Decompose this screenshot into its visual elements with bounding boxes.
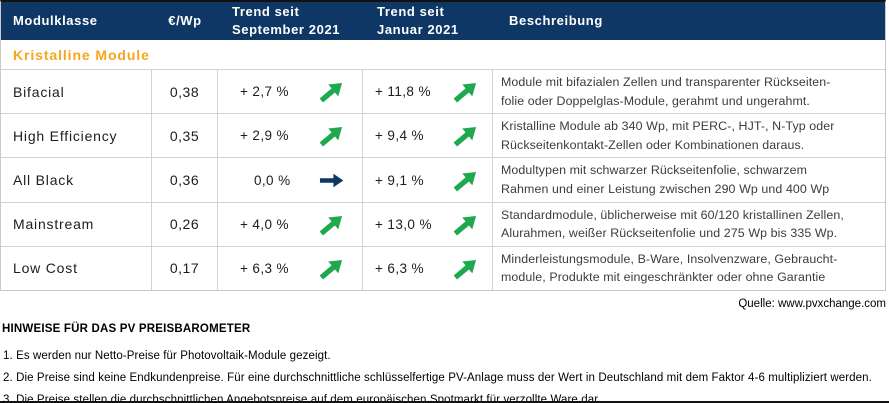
trend-up-icon	[450, 125, 482, 147]
trend-september-value: + 6,3 %	[240, 260, 289, 276]
module-description: Module mit bifazialen Zellen und transpa…	[493, 69, 885, 113]
module-class-label: All Black	[1, 157, 152, 202]
trend-up-icon	[316, 213, 348, 236]
trend-up-icon	[316, 81, 348, 103]
trend-september-value: 0,0 %	[254, 172, 291, 188]
note-item: 3. Die Preise stellen die durchschnittli…	[3, 394, 601, 403]
trend-flat-icon	[316, 169, 348, 191]
trend-januar-value: + 13,0 %	[375, 216, 432, 232]
module-description: Minderleistungsmodule, B-Ware, Insolvenz…	[493, 245, 885, 290]
table-row: High Efficiency 0,35 + 2,9 % + 9,4 % Kri…	[1, 113, 885, 158]
trend-september-cell: + 4,0 %	[218, 201, 363, 246]
section-title-kristalline-module: Kristalline Module	[13, 46, 150, 63]
trend-september-cell: 0,0 %	[218, 157, 363, 202]
header-cell-price: €/Wp	[168, 13, 202, 29]
trend-september-cell: + 2,9 %	[218, 113, 363, 158]
trend-up-icon	[450, 169, 482, 192]
trend-januar-value: + 9,1 %	[375, 172, 424, 188]
price-value: 0,38	[152, 69, 218, 114]
trend-januar-cell: + 9,4 %	[363, 113, 493, 158]
trend-september-cell: + 6,3 %	[218, 245, 363, 291]
table-header-row: Modulklasse €/Wp Trend seit September 20…	[1, 2, 885, 40]
module-description: Kristalline Module ab 340 Wp, mit PERC-,…	[493, 113, 885, 157]
trend-up-icon	[450, 213, 482, 236]
note-item: 1. Es werden nur Netto-Preise für Photov…	[3, 350, 331, 363]
source-credit: Quelle: www.pvxchange.com	[738, 298, 886, 311]
header-cell-trend-september: Trend seit September 2021	[232, 4, 341, 37]
trend-september-value: + 2,7 %	[240, 84, 289, 100]
price-value: 0,17	[152, 245, 218, 291]
table-row: All Black 0,36 0,0 % + 9,1 % Modultypen …	[1, 157, 885, 202]
notes-heading: HINWEISE FÜR DAS PV PREISBAROMETER	[2, 323, 251, 336]
trend-september-value: + 2,9 %	[240, 128, 289, 144]
trend-januar-cell: + 11,8 %	[363, 69, 493, 114]
module-description: Modultypen mit schwarzer Rückseitenfolie…	[493, 157, 885, 201]
trend-up-icon	[450, 81, 482, 103]
header-cell-trend-januar: Trend seit Januar 2021	[377, 4, 459, 37]
trend-januar-cell: + 13,0 %	[363, 201, 493, 246]
trend-up-icon	[316, 257, 348, 280]
trend-up-icon	[316, 125, 348, 147]
trend-januar-cell: + 6,3 %	[363, 245, 493, 291]
price-value: 0,36	[152, 157, 218, 202]
table-row: Low Cost 0,17 + 6,3 % + 6,3 % Minderleis…	[1, 245, 885, 291]
trend-januar-value: + 11,8 %	[375, 84, 431, 100]
header-cell-beschreibung: Beschreibung	[509, 13, 603, 29]
module-class-label: High Efficiency	[1, 113, 152, 158]
module-class-label: Mainstream	[1, 201, 152, 246]
table-row: Mainstream 0,26 + 4,0 % + 13,0 % Standar…	[1, 201, 885, 246]
header-cell-modulklasse: Modulklasse	[13, 13, 98, 29]
module-class-label: Bifacial	[1, 69, 152, 114]
note-item: 2. Die Preise sind keine Endkundenpreise…	[3, 372, 872, 385]
trend-up-icon	[450, 257, 482, 280]
trend-januar-value: + 9,4 %	[375, 128, 424, 144]
trend-september-cell: + 2,7 %	[218, 69, 363, 114]
price-value: 0,26	[152, 201, 218, 246]
table-row: Bifacial 0,38 + 2,7 % + 11,8 % Module mi…	[1, 69, 885, 114]
module-class-label: Low Cost	[1, 245, 152, 291]
module-description: Standardmodule, üblicherweise mit 60/120…	[493, 201, 885, 246]
price-value: 0,35	[152, 113, 218, 158]
trend-januar-value: + 6,3 %	[375, 260, 424, 276]
trend-september-value: + 4,0 %	[240, 216, 289, 232]
price-table: Modulklasse €/Wp Trend seit September 20…	[0, 0, 886, 292]
trend-januar-cell: + 9,1 %	[363, 157, 493, 202]
